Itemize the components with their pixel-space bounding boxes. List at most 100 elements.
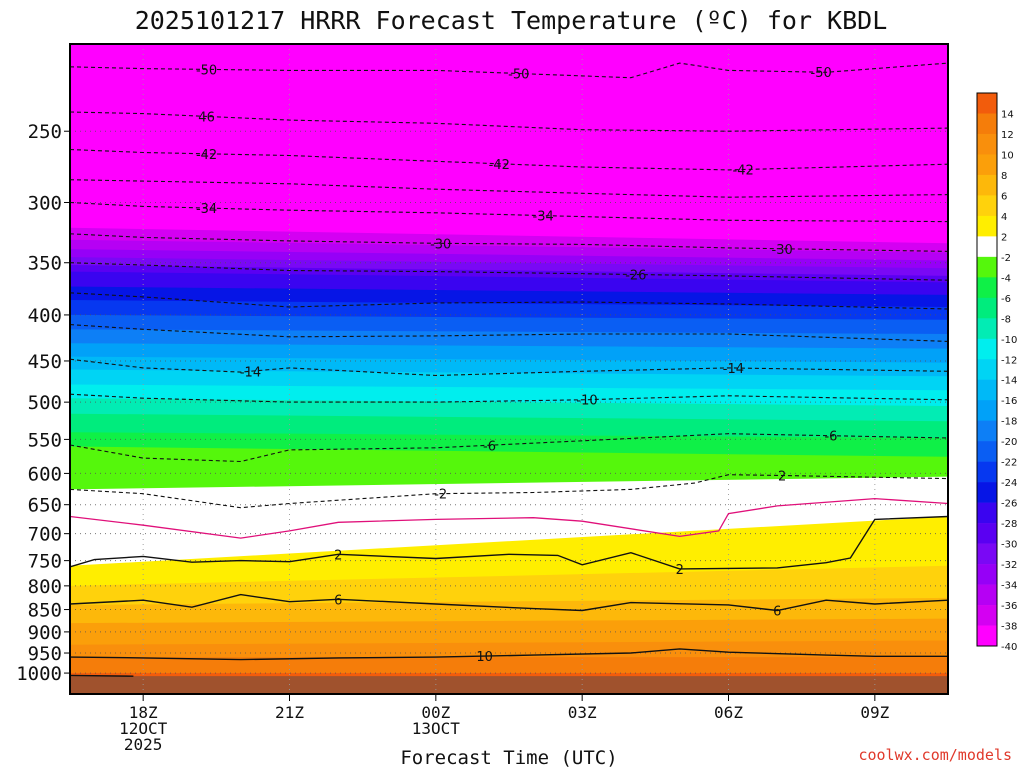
y-tick-label: 300 bbox=[28, 192, 62, 214]
y-tick-label: 750 bbox=[28, 551, 62, 573]
colorbar-swatch bbox=[977, 400, 997, 422]
x-tick-label: 06Z bbox=[714, 703, 743, 722]
colorbar-label: 4 bbox=[1001, 212, 1007, 223]
colorbar-label: -40 bbox=[1001, 642, 1017, 653]
colorbar-label: -28 bbox=[1001, 519, 1017, 530]
plot-frame bbox=[69, 43, 949, 695]
colorbar-label: -20 bbox=[1001, 437, 1017, 448]
isotherm-label: -6 bbox=[483, 439, 496, 454]
colorbar-swatch bbox=[977, 256, 997, 278]
colorbar-label: -10 bbox=[1001, 335, 1017, 346]
isotherm-label: 6 bbox=[334, 593, 342, 608]
y-tick-label: 900 bbox=[28, 622, 62, 644]
colorbar-swatch bbox=[977, 93, 997, 114]
colorbar-label: -18 bbox=[1001, 417, 1017, 428]
colorbar-swatch bbox=[977, 174, 997, 196]
colorbar-frame bbox=[976, 92, 998, 647]
colorbar-label: 14 bbox=[1001, 109, 1014, 120]
isotherm-label: -14 bbox=[723, 362, 744, 377]
x-axis-label: Forecast Time (UTC) bbox=[400, 747, 617, 768]
colorbar-swatch bbox=[977, 420, 997, 442]
isotherm-label: -30 bbox=[430, 237, 451, 252]
y-tick-label: 800 bbox=[28, 576, 62, 598]
colorbar-swatch bbox=[977, 236, 997, 258]
x-tick-label: 2025 bbox=[124, 735, 163, 754]
colorbar-label: -14 bbox=[1001, 376, 1017, 387]
colorbar-swatch bbox=[977, 605, 997, 626]
isotherm-line bbox=[70, 593, 948, 612]
colorbar-swatch bbox=[977, 502, 997, 524]
colorbar-swatch bbox=[977, 113, 997, 135]
isotherm-line bbox=[70, 474, 948, 509]
colorbar-label: -16 bbox=[1001, 396, 1017, 407]
colorbar-label: -22 bbox=[1001, 458, 1017, 469]
isotherm-label: 2 bbox=[778, 469, 786, 484]
isotherm-label: -34 bbox=[533, 210, 554, 225]
y-tick-label: 1000 bbox=[16, 663, 62, 685]
x-tick-label: 00Z bbox=[421, 703, 450, 722]
colorbar-label: 6 bbox=[1001, 191, 1007, 202]
x-tick-label: 09Z bbox=[860, 703, 889, 722]
isotherm-line bbox=[70, 324, 948, 342]
colorbar-label: -32 bbox=[1001, 560, 1017, 571]
colorbar-swatch bbox=[977, 359, 997, 381]
colorbar-legend: 14 12 10 8 6 4 2 -2 -4 -6 -8 -10 -12 -14 -16 -18 -20 -22 -… bbox=[976, 92, 1017, 653]
colorbar-swatch bbox=[977, 379, 997, 401]
colorbar-swatch bbox=[977, 297, 997, 319]
colorbar-swatch bbox=[977, 338, 997, 360]
isotherm-line bbox=[70, 148, 948, 171]
isotherm-label: -42 bbox=[489, 158, 510, 173]
grid bbox=[70, 44, 948, 694]
colorbar-swatch bbox=[977, 482, 997, 503]
y-tick-label: 850 bbox=[28, 600, 62, 622]
isotherm-label: 2 bbox=[334, 548, 342, 563]
y-tick-label: 550 bbox=[28, 429, 62, 451]
y-tick-label: 350 bbox=[28, 253, 62, 275]
y-tick-label: 500 bbox=[28, 392, 62, 414]
credit-link[interactable]: coolwx.com/models bbox=[858, 746, 1012, 764]
isotherm-line bbox=[70, 262, 948, 281]
colorbar-swatch bbox=[977, 441, 997, 462]
isotherm-line bbox=[70, 233, 948, 252]
colorbar-swatch bbox=[977, 564, 997, 585]
isotherm-line bbox=[70, 292, 948, 310]
colorbar-swatch bbox=[977, 318, 997, 340]
colorbar-swatch bbox=[977, 154, 997, 176]
colorbar-label: -26 bbox=[1001, 499, 1017, 510]
y-tick-label: 950 bbox=[28, 643, 62, 665]
y-tick-label: 450 bbox=[28, 351, 62, 373]
colorbar-label: 12 bbox=[1001, 130, 1014, 141]
isotherm-line bbox=[70, 674, 134, 677]
colorbar-label: -36 bbox=[1001, 601, 1017, 612]
isotherm-label: -42 bbox=[733, 164, 754, 179]
x-tick-label: 12OCT bbox=[119, 719, 168, 738]
isotherm-label: -34 bbox=[196, 202, 217, 217]
colorbar-label: -4 bbox=[1001, 273, 1011, 284]
colorbar-label: -12 bbox=[1001, 355, 1017, 366]
y-tick-label: 400 bbox=[28, 305, 62, 327]
isotherm-label: 10 bbox=[476, 650, 493, 665]
isotherm-label: -42 bbox=[196, 148, 217, 163]
colorbar-swatch bbox=[977, 195, 997, 217]
x-tick-label: 13OCT bbox=[412, 719, 461, 738]
isotherm-label: -30 bbox=[772, 243, 793, 258]
isotherm-line bbox=[70, 497, 948, 539]
colorbar-label: -8 bbox=[1001, 314, 1011, 325]
isotherm-label: 2 bbox=[676, 563, 684, 578]
isotherm-line bbox=[70, 393, 948, 403]
isotherm-label: -50 bbox=[811, 66, 832, 81]
colorbar-swatch bbox=[977, 277, 997, 299]
isotherm-line bbox=[70, 201, 948, 223]
colorbar-label: -30 bbox=[1001, 540, 1017, 551]
colorbar-label: -34 bbox=[1001, 581, 1017, 592]
isotherm-label: -50 bbox=[196, 63, 217, 78]
colorbar-swatch bbox=[977, 215, 997, 237]
isotherm-line bbox=[70, 648, 948, 661]
colorbar-label: 2 bbox=[1001, 232, 1007, 243]
colorbar-swatch bbox=[977, 133, 997, 155]
isotherm-label: -6 bbox=[824, 430, 837, 445]
isotherm-label: 46 bbox=[198, 110, 215, 125]
